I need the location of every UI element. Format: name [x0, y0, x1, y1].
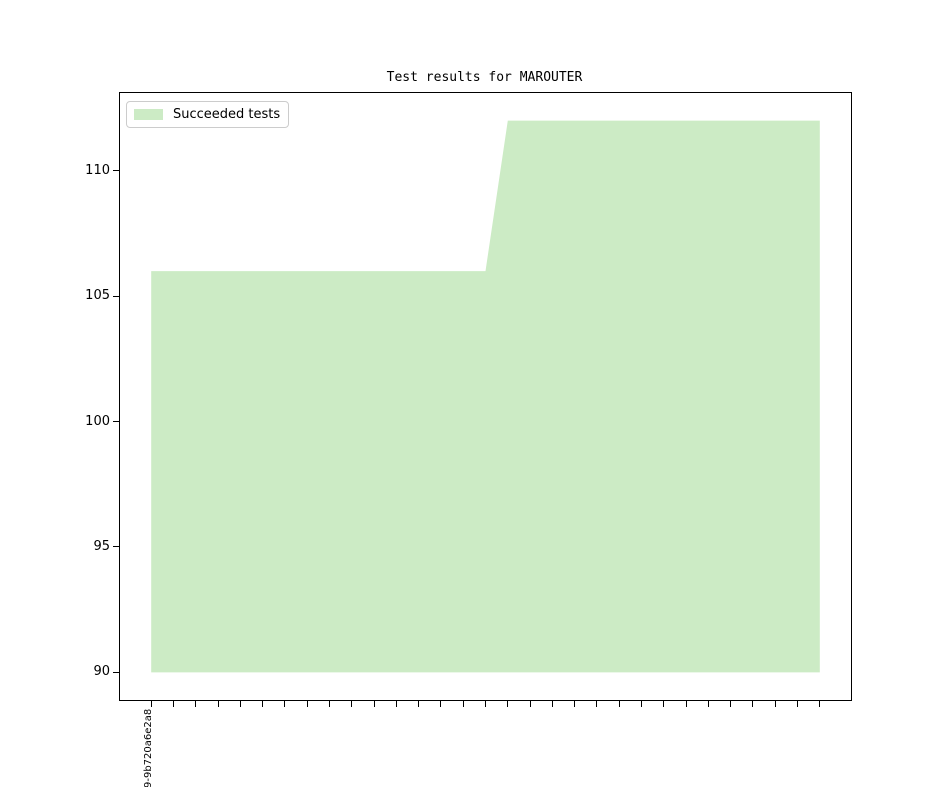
x-tick: [685, 700, 687, 707]
y-tick-label: 100: [85, 413, 110, 429]
y-tick: [113, 421, 120, 423]
y-tick: [113, 295, 120, 297]
x-tick: [239, 700, 241, 707]
y-tick-label: 90: [93, 664, 110, 680]
x-tick: [507, 700, 509, 707]
x-tick: [172, 700, 174, 707]
x-tick: [328, 700, 330, 707]
x-tick: [418, 700, 420, 707]
y-tick-label: 95: [93, 538, 110, 554]
y-tick-label: 110: [85, 162, 110, 178]
x-tick: [641, 700, 642, 707]
x-tick: [351, 700, 353, 707]
x-tick: [774, 700, 776, 707]
x-tick: [574, 700, 576, 707]
x-tick: [797, 700, 798, 707]
x-tick: [217, 700, 219, 707]
x-tick: [529, 700, 531, 707]
x-tick: [195, 700, 197, 707]
x-tick: [440, 700, 442, 707]
legend: Succeeded tests: [126, 101, 289, 128]
x-tick: [707, 700, 709, 707]
x-tick: [596, 700, 598, 707]
succeeded-tests-area: [151, 120, 820, 673]
x-tick: [730, 700, 732, 707]
x-first-tick-label: 9-9b720a6e2a8: [143, 708, 154, 787]
y-tick: [113, 671, 120, 673]
y-tick-label: 105: [85, 288, 110, 304]
x-tick: [618, 700, 620, 707]
x-tick: [306, 700, 308, 707]
x-tick: [485, 700, 486, 707]
legend-swatch: [134, 109, 163, 120]
x-tick: [284, 700, 286, 707]
legend-label: Succeeded tests: [173, 107, 281, 122]
plot-area: Succeeded tests 110 105 100 95 90: [85, 92, 852, 707]
x-tick: [395, 700, 397, 707]
x-tick: [150, 700, 152, 707]
area-chart-canvas: [151, 120, 820, 673]
x-tick: [462, 700, 464, 707]
x-tick: [551, 700, 553, 707]
x-tick: [262, 700, 264, 707]
x-tick: [373, 700, 375, 707]
y-tick: [113, 170, 120, 172]
chart-title: Test results for MAROUTER: [386, 70, 583, 85]
x-tick: [752, 700, 754, 707]
x-tick: [663, 700, 665, 707]
y-tick: [113, 546, 120, 548]
x-tick: [819, 700, 821, 707]
